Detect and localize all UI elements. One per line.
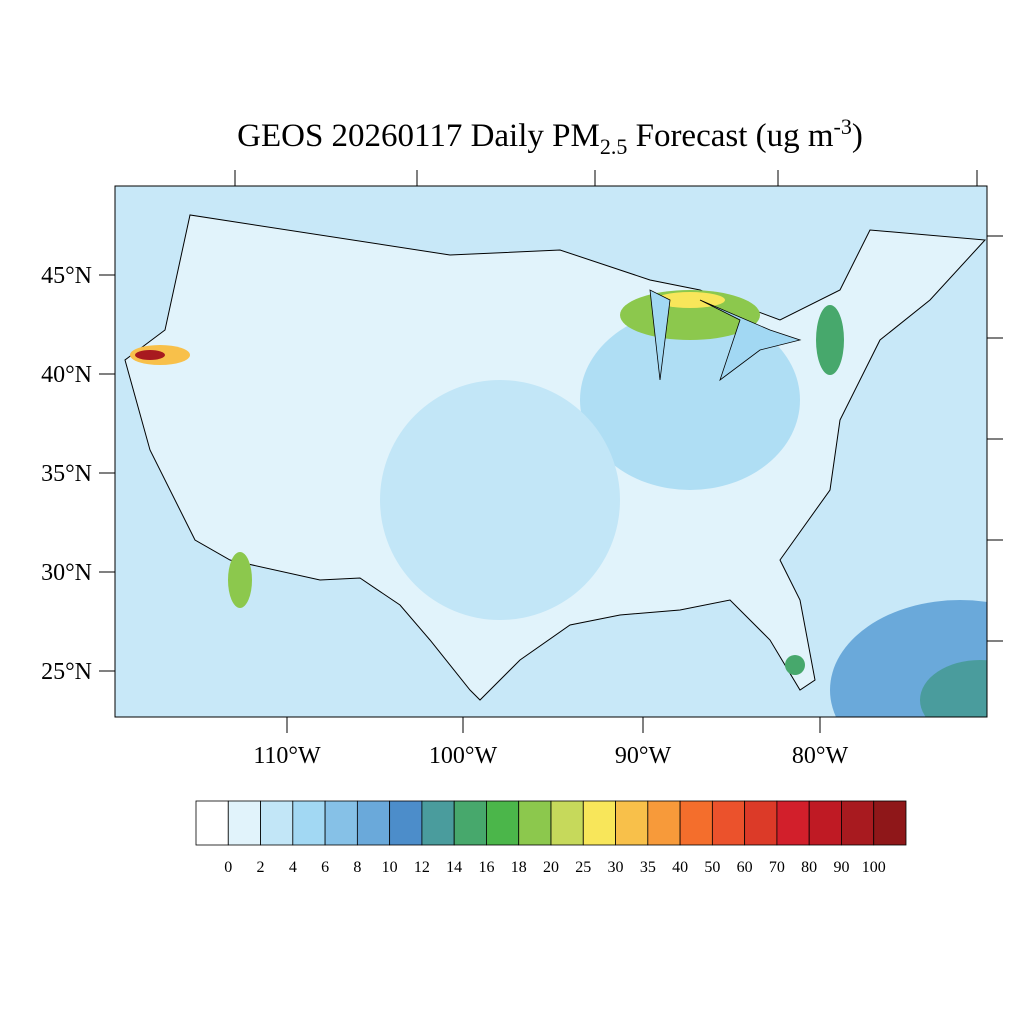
- colorbar-box: [647, 800, 681, 846]
- colorbar-box: [486, 800, 520, 846]
- colorbar-label: 35: [640, 859, 656, 876]
- colorbar-box: [195, 800, 229, 846]
- colorbar-box: [873, 800, 907, 846]
- colorbar-label: 25: [575, 859, 591, 876]
- map-field: [115, 186, 987, 717]
- title-mid: Forecast (ug m: [627, 118, 834, 154]
- colorbar-label: 0: [224, 859, 232, 876]
- colorbar-box: [356, 800, 391, 846]
- colorbar-box: [615, 800, 649, 846]
- colorbar-box: [776, 800, 810, 846]
- shade: [816, 305, 844, 375]
- title-end: ): [852, 118, 863, 154]
- colorbar-box: [744, 800, 778, 846]
- colorbar-box: [518, 800, 552, 846]
- shade: [380, 380, 620, 620]
- colorbar-label: 60: [737, 859, 753, 876]
- shade: [785, 655, 805, 675]
- lon-label: 110°W: [253, 743, 321, 769]
- colorbar-box: [841, 800, 875, 846]
- colorbar-box: [808, 800, 842, 846]
- colorbar-box: [679, 800, 713, 846]
- colorbar-box: [324, 800, 358, 846]
- colorbar-label: 18: [511, 859, 527, 876]
- colorbar-label: 2: [257, 859, 265, 876]
- colorbar-label: 4: [289, 859, 297, 876]
- lon-label: 80°W: [792, 743, 849, 769]
- colorbar-box: [582, 800, 616, 846]
- lat-label: 25°N: [41, 659, 92, 685]
- colorbar-box: [421, 800, 455, 846]
- lat-label: 30°N: [41, 560, 92, 586]
- colorbar-box: [389, 800, 423, 846]
- title-sup: -3: [834, 114, 852, 139]
- lon-label: 90°W: [615, 743, 672, 769]
- colorbar-label: 40: [672, 859, 688, 876]
- lat-label: 40°N: [41, 362, 92, 388]
- colorbar-label: 100: [862, 859, 886, 876]
- lat-label: 45°N: [41, 263, 92, 289]
- frame-ticks: [99, 170, 1003, 733]
- colorbar-label: 8: [353, 859, 361, 876]
- colorbar-label: 90: [833, 859, 849, 876]
- shade: [920, 660, 987, 717]
- colorbar-label: 16: [478, 859, 494, 876]
- colorbar-box: [292, 800, 326, 846]
- colorbar-label: 80: [801, 859, 817, 876]
- colorbar-box: [550, 800, 584, 846]
- colorbar-label: 10: [382, 859, 398, 876]
- title-sub: 2.5: [600, 134, 628, 159]
- lon-label: 100°W: [429, 743, 498, 769]
- colorbar-label: 14: [446, 859, 462, 876]
- colorbar-label: 70: [769, 859, 785, 876]
- colorbar-label: 6: [321, 859, 329, 876]
- colorbar-box: [260, 800, 294, 846]
- colorbar-label: 30: [608, 859, 624, 876]
- colorbar-box: [227, 800, 261, 846]
- colorbar-label: 12: [414, 859, 430, 876]
- colorbar-box: [711, 800, 746, 846]
- lakes: [649, 289, 802, 382]
- map-frame: [114, 185, 988, 718]
- shade: [228, 552, 252, 608]
- shade: [135, 350, 165, 360]
- title-main: GEOS 20260117 Daily PM: [237, 118, 600, 154]
- lat-label: 35°N: [41, 461, 92, 487]
- title: GEOS 20260117 Daily PM2.5 Forecast (ug m…: [237, 114, 863, 159]
- colorbar-label: 20: [543, 859, 559, 876]
- colorbar-label: 50: [704, 859, 720, 876]
- colorbar-box: [453, 800, 487, 846]
